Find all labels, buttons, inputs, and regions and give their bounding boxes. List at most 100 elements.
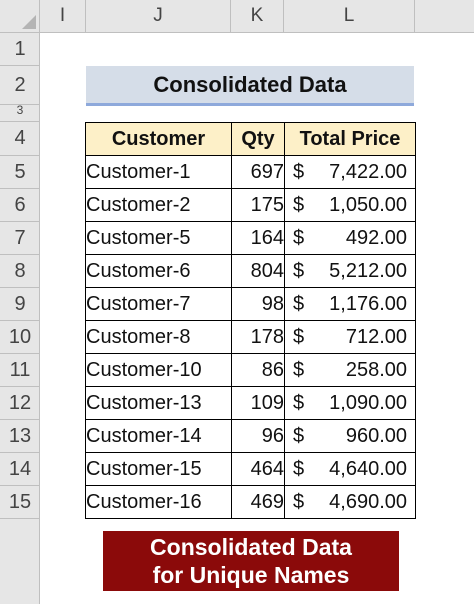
cell-total-price[interactable]: $492.00	[284, 221, 416, 255]
cell-total-price[interactable]: $1,176.00	[284, 287, 416, 321]
column-header-i[interactable]: I	[40, 0, 86, 33]
table-row: Customer-8 178 $712.00	[85, 320, 416, 354]
price-value: 258.00	[345, 358, 407, 381]
column-header-j[interactable]: J	[86, 0, 231, 33]
cell-customer[interactable]: Customer-1	[85, 155, 232, 189]
price-wrap: $712.00	[285, 326, 415, 349]
cell-qty[interactable]: 804	[231, 254, 285, 288]
price-value: 1,090.00	[329, 391, 407, 414]
cell-total-price[interactable]: $960.00	[284, 419, 416, 453]
cell-total-price[interactable]: $1,090.00	[284, 386, 416, 420]
row-header-7[interactable]: 7	[0, 222, 40, 255]
price-wrap: $7,422.00	[285, 161, 415, 184]
currency-symbol: $	[293, 358, 305, 381]
currency-symbol: $	[293, 457, 305, 480]
table-row: Customer-7 98 $1,176.00	[85, 287, 416, 321]
cell-customer[interactable]: Customer-14	[85, 419, 232, 453]
row-header-9[interactable]: 9	[0, 288, 40, 321]
cell-qty[interactable]: 164	[231, 221, 285, 255]
price-wrap: $960.00	[285, 425, 415, 448]
cell-total-price[interactable]: $4,690.00	[284, 485, 416, 519]
row-header-5[interactable]: 5	[0, 156, 40, 189]
row-header-14[interactable]: 14	[0, 453, 40, 486]
select-all-corner[interactable]	[0, 0, 40, 33]
currency-symbol: $	[293, 292, 305, 315]
price-value: 960.00	[345, 424, 407, 447]
header-qty[interactable]: Qty	[231, 122, 285, 156]
cell-qty[interactable]: 98	[231, 287, 285, 321]
currency-symbol: $	[293, 391, 305, 414]
row-header-11[interactable]: 11	[0, 354, 40, 387]
cell-customer[interactable]: Customer-5	[85, 221, 232, 255]
cell-total-price[interactable]: $5,212.00	[284, 254, 416, 288]
row-header-4[interactable]: 4	[0, 122, 40, 156]
table-row: Customer-14 96 $960.00	[85, 419, 416, 453]
cell-total-price[interactable]: $1,050.00	[284, 188, 416, 222]
cell-customer[interactable]: Customer-2	[85, 188, 232, 222]
column-header-l[interactable]: L	[284, 0, 415, 33]
price-value: 1,176.00	[329, 292, 407, 315]
header-total-price[interactable]: Total Price	[284, 122, 416, 156]
table-row: Customer-2 175 $1,050.00	[85, 188, 416, 222]
row-header-3[interactable]: 3	[0, 104, 40, 122]
table-row: Customer-13 109 $1,090.00	[85, 386, 416, 420]
price-value: 7,422.00	[329, 160, 407, 183]
row-header-column	[0, 33, 40, 604]
banner-line-2: for Unique Names	[152, 562, 350, 588]
column-header-m[interactable]	[415, 0, 474, 33]
currency-symbol: $	[293, 490, 305, 513]
currency-symbol: $	[293, 193, 305, 216]
price-value: 5,212.00	[329, 259, 407, 282]
row-header-15[interactable]: 15	[0, 486, 40, 519]
table-header-row: Customer Qty Total Price	[85, 122, 416, 156]
cell-total-price[interactable]: $258.00	[284, 353, 416, 387]
price-wrap: $4,640.00	[285, 458, 415, 481]
consolidated-unique-names-banner: Consolidated Data for Unique Names	[103, 531, 399, 591]
currency-symbol: $	[293, 424, 305, 447]
cell-total-price[interactable]: $4,640.00	[284, 452, 416, 486]
price-value: 1,050.00	[329, 193, 407, 216]
table-row: Customer-16 469 $4,690.00	[85, 485, 416, 519]
cell-total-price[interactable]: $7,422.00	[284, 155, 416, 189]
row-header-1[interactable]: 1	[0, 33, 40, 66]
cell-qty[interactable]: 96	[231, 419, 285, 453]
cell-qty[interactable]: 109	[231, 386, 285, 420]
cell-customer[interactable]: Customer-8	[85, 320, 232, 354]
table-row: Customer-10 86 $258.00	[85, 353, 416, 387]
cell-qty[interactable]: 178	[231, 320, 285, 354]
cell-customer[interactable]: Customer-6	[85, 254, 232, 288]
price-wrap: $492.00	[285, 227, 415, 250]
cell-qty[interactable]: 464	[231, 452, 285, 486]
cell-customer[interactable]: Customer-16	[85, 485, 232, 519]
column-header-k[interactable]: K	[231, 0, 284, 33]
cell-customer[interactable]: Customer-15	[85, 452, 232, 486]
row-header-10[interactable]: 10	[0, 321, 40, 354]
price-wrap: $1,176.00	[285, 293, 415, 316]
currency-symbol: $	[293, 226, 305, 249]
row-header-13[interactable]: 13	[0, 420, 40, 453]
cell-customer[interactable]: Customer-10	[85, 353, 232, 387]
consolidated-data-title[interactable]: Consolidated Data	[86, 66, 414, 106]
price-wrap: $1,050.00	[285, 194, 415, 217]
row-header-12[interactable]: 12	[0, 387, 40, 420]
consolidated-table: Customer Qty Total Price Customer-1 697 $7…	[85, 122, 416, 519]
cell-qty[interactable]: 469	[231, 485, 285, 519]
price-value: 4,640.00	[329, 457, 407, 480]
cell-qty[interactable]: 86	[231, 353, 285, 387]
cell-qty[interactable]: 697	[231, 155, 285, 189]
currency-symbol: $	[293, 259, 305, 282]
table-row: Customer-6 804 $5,212.00	[85, 254, 416, 288]
price-wrap: $258.00	[285, 359, 415, 382]
cell-customer[interactable]: Customer-7	[85, 287, 232, 321]
cell-qty[interactable]: 175	[231, 188, 285, 222]
price-value: 492.00	[345, 226, 407, 249]
row-header-6[interactable]: 6	[0, 189, 40, 222]
cell-customer[interactable]: Customer-13	[85, 386, 232, 420]
currency-symbol: $	[293, 325, 305, 348]
cell-total-price[interactable]: $712.00	[284, 320, 416, 354]
price-value: 712.00	[345, 325, 407, 348]
header-customer[interactable]: Customer	[85, 122, 232, 156]
row-header-2[interactable]: 2	[0, 66, 40, 105]
price-wrap: $5,212.00	[285, 260, 415, 283]
row-header-8[interactable]: 8	[0, 255, 40, 288]
